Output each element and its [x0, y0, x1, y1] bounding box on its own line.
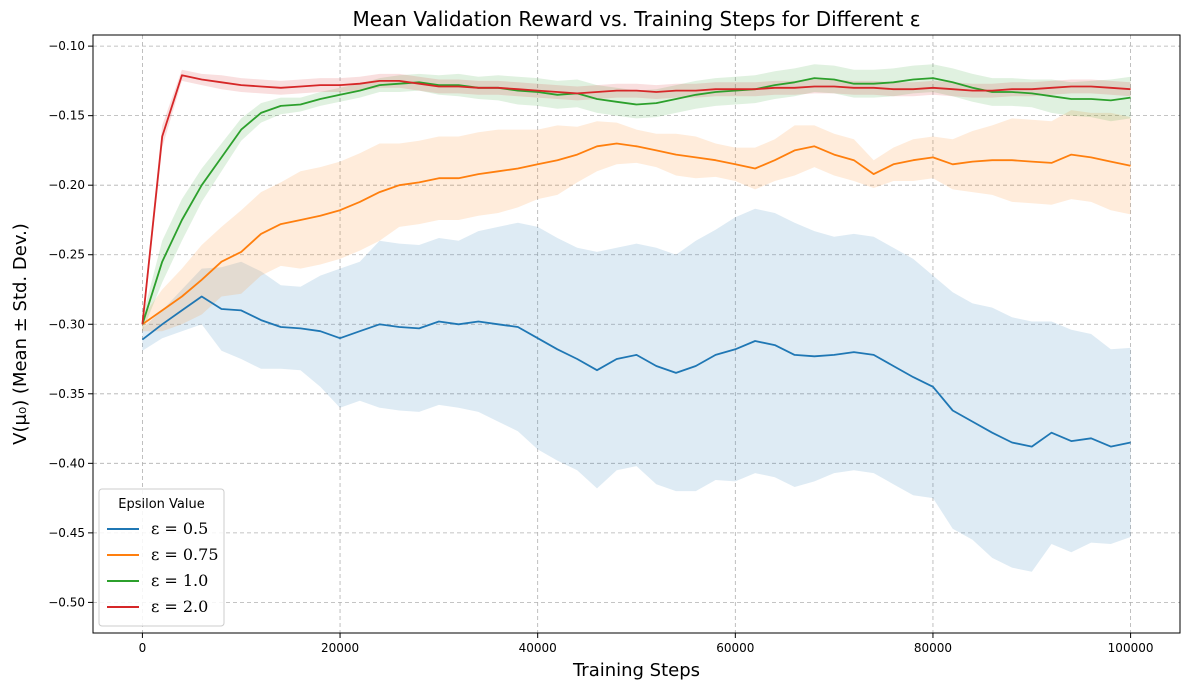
std-band-0	[142, 208, 1131, 572]
std-band-2	[142, 64, 1131, 332]
y-tick-label: −0.35	[48, 387, 85, 401]
series-line-0	[141, 295, 1131, 448]
std-band-1	[142, 110, 1131, 332]
y-tick-label: −0.45	[48, 526, 85, 540]
std-dev-bands	[142, 64, 1131, 572]
legend-label-3: ε = 2.0	[151, 597, 208, 616]
x-tick-label: 80000	[914, 641, 952, 655]
y-tick-label: −0.15	[48, 109, 85, 123]
x-axis-title: Training Steps	[572, 660, 700, 681]
y-tick-label: −0.20	[48, 178, 85, 192]
series-line-2	[141, 77, 1131, 325]
legend-entries: ε = 0.5 ε = 0.75 ε = 1.0 ε = 2.0	[107, 519, 219, 616]
chart-title: Mean Validation Reward vs. Training Step…	[352, 7, 920, 31]
plot-frame	[92, 34, 1181, 634]
y-tick-label: −0.50	[48, 595, 85, 609]
legend-label-0: ε = 0.5	[151, 519, 208, 538]
grid	[93, 35, 1180, 633]
y-tick-label: −0.40	[48, 456, 85, 470]
legend-label-2: ε = 1.0	[151, 571, 208, 590]
x-tick-label: 60000	[716, 641, 754, 655]
legend-box	[98, 488, 225, 627]
series-line-3	[141, 74, 1131, 325]
legend-title: Epsilon Value	[118, 497, 205, 512]
x-tick-label: 0	[139, 641, 147, 655]
legend: Epsilon Value ε = 0.5ε = 0.75ε = 1.0ε = …	[98, 488, 225, 627]
mean-lines	[141, 74, 1131, 448]
series-line-1	[141, 142, 1131, 326]
y-tick-label: −0.30	[48, 317, 85, 331]
y-tick-label: −0.10	[48, 39, 85, 53]
x-tick-label: 100000	[1108, 641, 1154, 655]
y-axis-ticks: −0.10 −0.15 −0.20 −0.25 −0.30 −0.35 −0.40 −0.45…	[48, 39, 93, 609]
x-axis-ticks: 0 20000 40000 60000 80000 100000	[139, 633, 1154, 655]
x-tick-label: 40000	[519, 641, 557, 655]
y-axis-title: V(μ₀) (Mean ± Std. Dev.)	[10, 223, 31, 445]
y-tick-label: −0.25	[48, 248, 85, 262]
std-band-3	[142, 69, 1131, 332]
legend-label-1: ε = 0.75	[151, 545, 219, 564]
x-tick-label: 20000	[321, 641, 359, 655]
